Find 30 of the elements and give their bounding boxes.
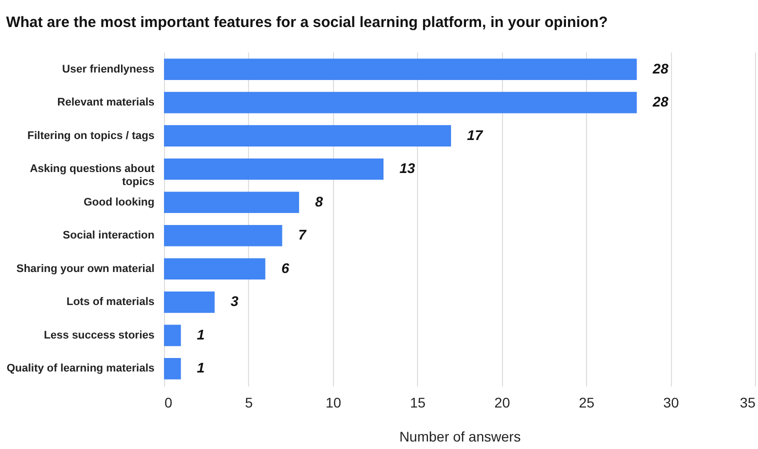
- data-label: 8: [315, 193, 324, 210]
- y-tick-label: Good looking: [84, 196, 154, 208]
- y-tick-label: Less success stories: [44, 329, 154, 342]
- data-label: 1: [196, 326, 205, 342]
- chart-title: What are the most important features for a social learning platform, in your opinion?: [6, 14, 608, 31]
- data-label: 1: [196, 360, 205, 376]
- x-tick-label: 5: [245, 394, 254, 410]
- data-label: 28: [652, 60, 669, 76]
- data-label: 17: [467, 126, 484, 143]
- data-label: 7: [298, 226, 308, 243]
- y-tick-label: Lots of materials: [66, 296, 154, 308]
- y-tick-label: Relevant materials: [57, 96, 154, 109]
- data-label: 13: [400, 160, 416, 176]
- data-label: 3: [230, 293, 239, 310]
- x-tick-label: 0: [164, 394, 172, 410]
- x-tick-label: 35: [740, 394, 756, 410]
- data-label: 28: [652, 94, 669, 110]
- x-axis-title: Number of answers: [399, 428, 521, 444]
- data-label: 6: [281, 260, 290, 276]
- y-tick-label: Asking questions about topics: [30, 163, 155, 188]
- y-tick-label: User friendlyness: [62, 63, 154, 76]
- y-tick-label: Sharing your own material: [16, 262, 154, 275]
- x-tick-label: 25: [578, 394, 595, 410]
- y-tick-label: Filtering on topics / tags: [27, 130, 154, 142]
- x-tick-label: 20: [494, 394, 510, 410]
- x-tick-label: 30: [663, 394, 680, 410]
- x-tick-label: 10: [326, 394, 342, 410]
- y-tick-label: Quality of learning materials: [6, 362, 154, 375]
- y-tick-label: Social interaction: [62, 230, 155, 242]
- x-tick-label: 15: [410, 394, 426, 410]
